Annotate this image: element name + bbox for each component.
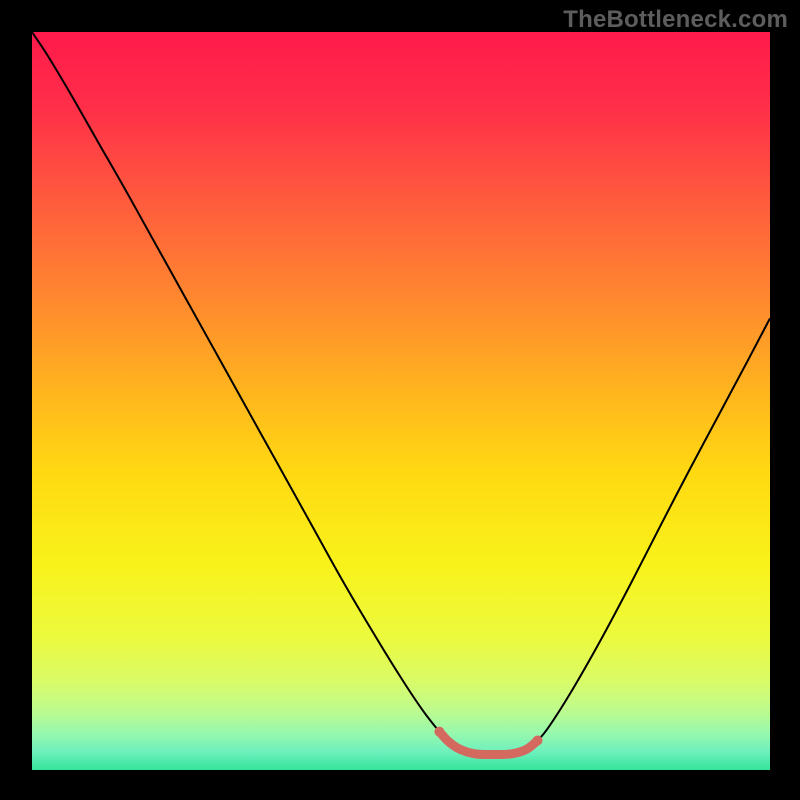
watermark-text: TheBottleneck.com <box>563 6 788 34</box>
trough-end-dot <box>533 735 543 745</box>
bottleneck-curve-chart <box>0 0 800 800</box>
trough-start-dot <box>434 727 444 737</box>
chart-frame: TheBottleneck.com <box>0 0 800 800</box>
plot-background <box>32 32 770 770</box>
